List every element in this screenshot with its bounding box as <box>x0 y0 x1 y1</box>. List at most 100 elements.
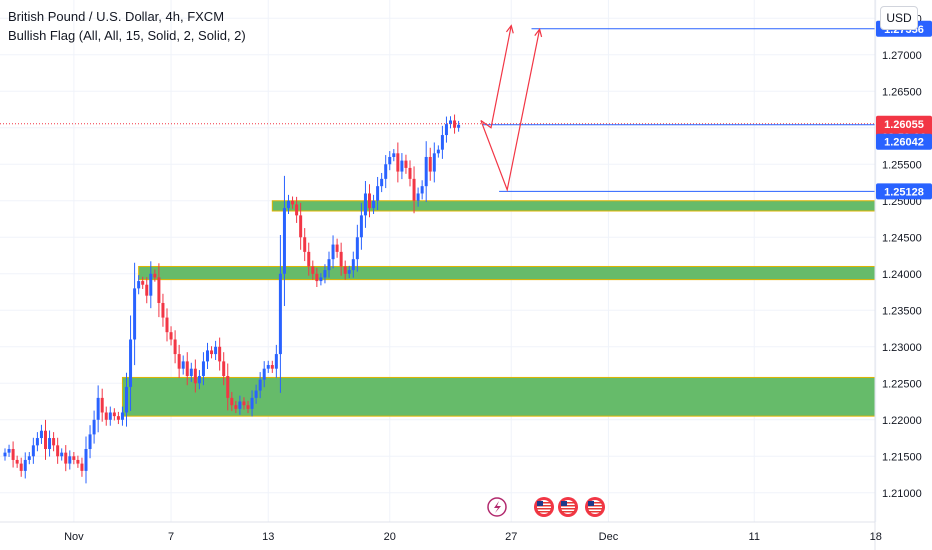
candle-body <box>270 365 274 369</box>
candle-body <box>432 153 436 172</box>
flag-canton <box>588 501 594 506</box>
candle-body <box>116 416 120 420</box>
candle-body <box>108 412 112 420</box>
candle-body <box>141 281 145 285</box>
arrow-head <box>534 27 543 38</box>
candle-body <box>3 452 7 457</box>
candle-body <box>27 456 31 460</box>
candle-body <box>35 438 39 446</box>
candle-body <box>436 149 440 154</box>
candle-body <box>129 339 133 387</box>
candle-body <box>278 273 282 355</box>
price-tick-label: 1.24000 <box>882 269 922 281</box>
candle-body <box>282 208 286 274</box>
candle-body <box>274 354 278 369</box>
us-flag-event-icon[interactable] <box>558 497 578 517</box>
time-tick-label: Nov <box>64 531 84 543</box>
support-zone <box>121 376 876 417</box>
candle-body <box>315 273 319 282</box>
candle-body <box>262 368 266 380</box>
candle-body <box>335 244 339 252</box>
price-tick-label: 1.23500 <box>882 305 922 317</box>
time-tick-label: 13 <box>262 531 274 543</box>
candle-body <box>112 412 116 417</box>
us-flag-event-icon[interactable] <box>534 497 554 517</box>
candle-body <box>206 350 209 362</box>
support-zone <box>271 200 876 212</box>
candle-body <box>104 412 108 420</box>
candle-body <box>428 156 432 172</box>
candle-body <box>372 200 376 209</box>
candle-body <box>234 405 238 409</box>
candle-body <box>388 156 392 165</box>
candle-body <box>48 438 52 449</box>
candle-body <box>149 273 153 296</box>
candle-body <box>189 368 193 376</box>
lightning-icon <box>494 501 501 513</box>
price-tick-label: 1.25500 <box>882 159 922 171</box>
candle-body <box>376 186 380 201</box>
candle-body <box>291 200 295 205</box>
flag-stripe <box>537 511 551 513</box>
candle-body <box>68 456 72 464</box>
indicator-legend[interactable]: Bullish Flag (All, All, 15, Solid, 2, So… <box>8 28 246 43</box>
candle-body <box>307 251 311 267</box>
price-tick-label: 1.23000 <box>882 342 922 354</box>
candle-body <box>355 237 359 260</box>
flag-canton <box>537 501 543 506</box>
candle-body <box>412 178 416 201</box>
candle-body <box>44 430 47 449</box>
candle-body <box>246 405 250 409</box>
candle-body <box>258 379 262 391</box>
candle-body <box>339 251 343 267</box>
economic-events[interactable] <box>487 497 605 517</box>
candlesticks <box>3 114 461 484</box>
price-level-lines <box>0 28 875 192</box>
candle-body <box>242 401 246 406</box>
current-price-tag-text: 1.26055 <box>884 119 924 131</box>
candle-body <box>287 200 290 209</box>
candle-body <box>363 193 367 216</box>
time-tick-label: Dec <box>599 531 619 543</box>
price-tick-label: 1.22000 <box>882 415 922 427</box>
candle-body <box>319 277 323 282</box>
candle-body <box>444 124 448 136</box>
candle-body <box>457 124 461 128</box>
flag-stripe <box>588 505 602 507</box>
candle-body <box>80 463 84 471</box>
candle-body <box>72 456 76 460</box>
price-tick-label: 1.26500 <box>882 86 922 98</box>
price-axis[interactable]: 1.21000 1.21500 1.22000 1.22500 1.23000 1.235… <box>882 13 922 500</box>
time-axis[interactable]: Nov 7 13 20 27 Dec 11 18 <box>64 531 882 543</box>
candle-body <box>153 273 157 278</box>
candle-body <box>197 375 201 384</box>
candle-body <box>380 178 384 187</box>
candle-body <box>327 259 331 271</box>
candle-body <box>299 215 303 238</box>
lightning-event-icon[interactable] <box>487 497 507 517</box>
candle-body <box>15 459 19 464</box>
level-tag-text: 1.25128 <box>884 186 924 198</box>
currency-button[interactable]: USD <box>880 6 918 30</box>
candle-body <box>311 266 315 274</box>
candle-body <box>420 186 424 194</box>
candle-body <box>201 361 205 376</box>
candle-body <box>404 160 408 168</box>
candle-body <box>120 412 124 420</box>
candle-body <box>214 346 218 355</box>
candle-body <box>52 438 56 446</box>
candle-body <box>384 164 388 179</box>
candle-body <box>226 375 230 398</box>
candle-body <box>238 401 242 409</box>
candle-body <box>392 153 396 157</box>
time-tick-label: 18 <box>870 531 882 543</box>
candle-body <box>100 397 104 413</box>
flag-stripe <box>588 502 602 504</box>
candle-body <box>76 459 80 464</box>
flag-stripe <box>537 508 551 510</box>
us-flag-event-icon[interactable] <box>585 497 605 517</box>
candle-body <box>181 361 185 369</box>
candle-body <box>323 270 327 278</box>
candle-body <box>266 365 270 369</box>
